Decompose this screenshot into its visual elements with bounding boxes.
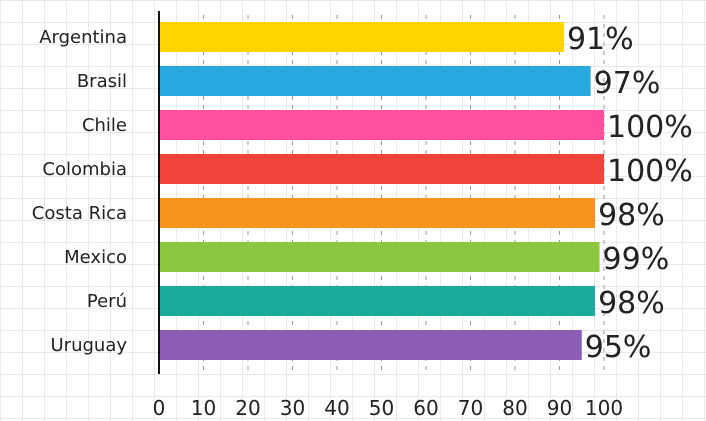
value-label-1: 97% [594, 66, 661, 101]
x-tick-label-10: 10 [191, 396, 216, 420]
value-label-0: 91% [567, 22, 634, 57]
category-label-3: Colombia [42, 159, 127, 180]
x-tick-label-80: 80 [502, 396, 527, 420]
value-label-2: 100% [607, 110, 693, 145]
x-tick-label-40: 40 [324, 396, 349, 420]
value-label-5: 99% [603, 242, 670, 277]
x-tick-label-70: 70 [458, 396, 483, 420]
category-label-5: Mexico [64, 247, 127, 268]
bar-7 [159, 330, 582, 360]
x-tick-label-60: 60 [413, 396, 438, 420]
x-tick-label-90: 90 [547, 396, 572, 420]
bar-6 [159, 286, 596, 316]
category-label-2: Chile [82, 115, 127, 136]
category-label-6: Perú [87, 291, 127, 312]
value-label-7: 95% [585, 330, 652, 365]
bar-5 [159, 242, 600, 272]
x-tick-label-30: 30 [280, 396, 305, 420]
category-label-1: Brasil [77, 71, 127, 92]
category-label-4: Costa Rica [32, 203, 127, 224]
bar-2 [159, 110, 604, 140]
bar-1 [159, 66, 591, 96]
category-label-7: Uruguay [51, 335, 128, 356]
value-label-6: 98% [598, 286, 665, 321]
x-tick-label-20: 20 [235, 396, 260, 420]
x-tick-label-100: 100 [585, 396, 623, 420]
x-tick-label-50: 50 [369, 396, 394, 420]
value-label-4: 98% [598, 198, 665, 233]
bar-3 [159, 154, 604, 184]
bar-0 [159, 22, 564, 52]
category-label-0: Argentina [39, 27, 127, 48]
x-tick-label-0: 0 [153, 396, 166, 420]
bar-4 [159, 198, 596, 228]
value-label-3: 100% [607, 154, 693, 189]
